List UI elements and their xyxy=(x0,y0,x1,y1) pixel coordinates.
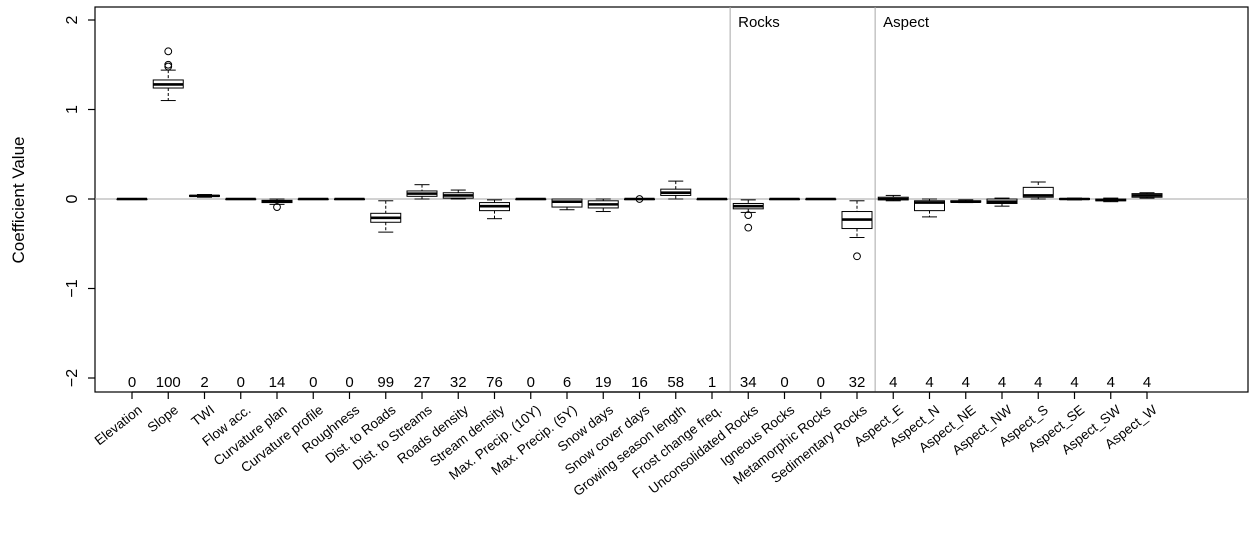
box-iqr xyxy=(914,200,945,212)
box-29 xyxy=(1131,192,1163,199)
box-27 xyxy=(1059,197,1090,201)
outlier-point xyxy=(744,211,753,220)
group-dividers: Rocks Aspect xyxy=(729,7,930,392)
box-4 xyxy=(225,197,257,201)
count-label: 58 xyxy=(667,374,684,391)
box-3 xyxy=(189,194,220,198)
count-label: 4 xyxy=(1070,374,1078,391)
count-label: 16 xyxy=(631,374,648,391)
y-axis: −2 −1 0 1 2 xyxy=(64,15,95,387)
x-tick-label: Slope xyxy=(145,402,181,435)
box-17 xyxy=(696,197,728,201)
box-24 xyxy=(950,199,982,204)
group-label: Aspect xyxy=(883,14,930,31)
box-14 xyxy=(587,198,619,213)
count-label: 2 xyxy=(200,374,208,391)
box-28 xyxy=(1095,197,1127,203)
y-tick-label: 0 xyxy=(64,194,81,203)
x-tick-label: TWI xyxy=(189,402,218,429)
y-axis-title: Coefficient Value xyxy=(9,137,28,264)
count-label: 4 xyxy=(1107,374,1115,391)
count-label: 0 xyxy=(309,374,317,391)
group-label: Rocks xyxy=(738,14,780,31)
count-label: 14 xyxy=(269,374,286,391)
box-iqr xyxy=(1022,186,1054,198)
count-label: 0 xyxy=(237,374,245,391)
count-label: 99 xyxy=(377,374,394,391)
count-label: 0 xyxy=(817,374,825,391)
box-10 xyxy=(442,189,474,200)
box-19 xyxy=(769,197,800,201)
y-tick-label: −1 xyxy=(64,279,81,297)
box-6 xyxy=(297,197,329,201)
count-label: 6 xyxy=(563,374,571,391)
x-tick-label: Elevation xyxy=(92,402,145,448)
count-labels: 0 100 2 0 14 0 0 99 27 32 76 0 6 19 16 58 1 34 0 0 32 4 4 4 4 4 4 4… xyxy=(128,374,1151,391)
box-15 xyxy=(624,195,655,203)
box-1 xyxy=(116,197,148,201)
count-label: 100 xyxy=(156,374,181,391)
count-label: 4 xyxy=(998,374,1006,391)
box-5 xyxy=(261,198,293,211)
box-22 xyxy=(877,194,909,202)
count-label: 1 xyxy=(708,374,716,391)
y-tick-label: 1 xyxy=(64,105,81,114)
box-13 xyxy=(551,198,583,211)
box-25 xyxy=(986,197,1018,207)
boxes xyxy=(116,47,1163,261)
count-label: 32 xyxy=(450,374,467,391)
outlier-point xyxy=(635,195,644,203)
box-18 xyxy=(732,199,764,232)
outlier-point xyxy=(164,60,173,69)
outlier-point xyxy=(744,223,753,232)
count-label: 4 xyxy=(1143,374,1151,391)
box-7 xyxy=(334,197,365,201)
box-11 xyxy=(479,199,510,220)
box-23 xyxy=(914,198,945,218)
count-label: 0 xyxy=(345,374,353,391)
count-label: 4 xyxy=(889,374,897,391)
count-label: 4 xyxy=(925,374,933,391)
box-8 xyxy=(370,200,402,233)
outlier-point xyxy=(164,47,173,56)
count-label: 4 xyxy=(1034,374,1042,391)
count-label: 32 xyxy=(849,374,866,391)
box-iqr xyxy=(551,198,583,208)
count-label: 19 xyxy=(595,374,612,391)
count-label: 4 xyxy=(962,374,970,391)
count-label: 0 xyxy=(780,374,788,391)
box-2 xyxy=(152,47,184,102)
box-20 xyxy=(805,197,837,201)
outlier-point xyxy=(273,203,281,211)
box-9 xyxy=(406,184,438,200)
box-12 xyxy=(515,197,547,201)
box-26 xyxy=(1022,181,1054,200)
count-label: 27 xyxy=(414,374,431,391)
count-label: 76 xyxy=(486,374,503,391)
box-21 xyxy=(841,200,873,261)
box-16 xyxy=(660,180,692,200)
count-label: 34 xyxy=(740,374,757,391)
y-tick-label: −2 xyxy=(64,369,81,387)
y-tick-label: 2 xyxy=(64,15,81,24)
count-label: 0 xyxy=(527,374,535,391)
outlier-point xyxy=(853,252,861,261)
count-label: 0 xyxy=(128,374,136,391)
